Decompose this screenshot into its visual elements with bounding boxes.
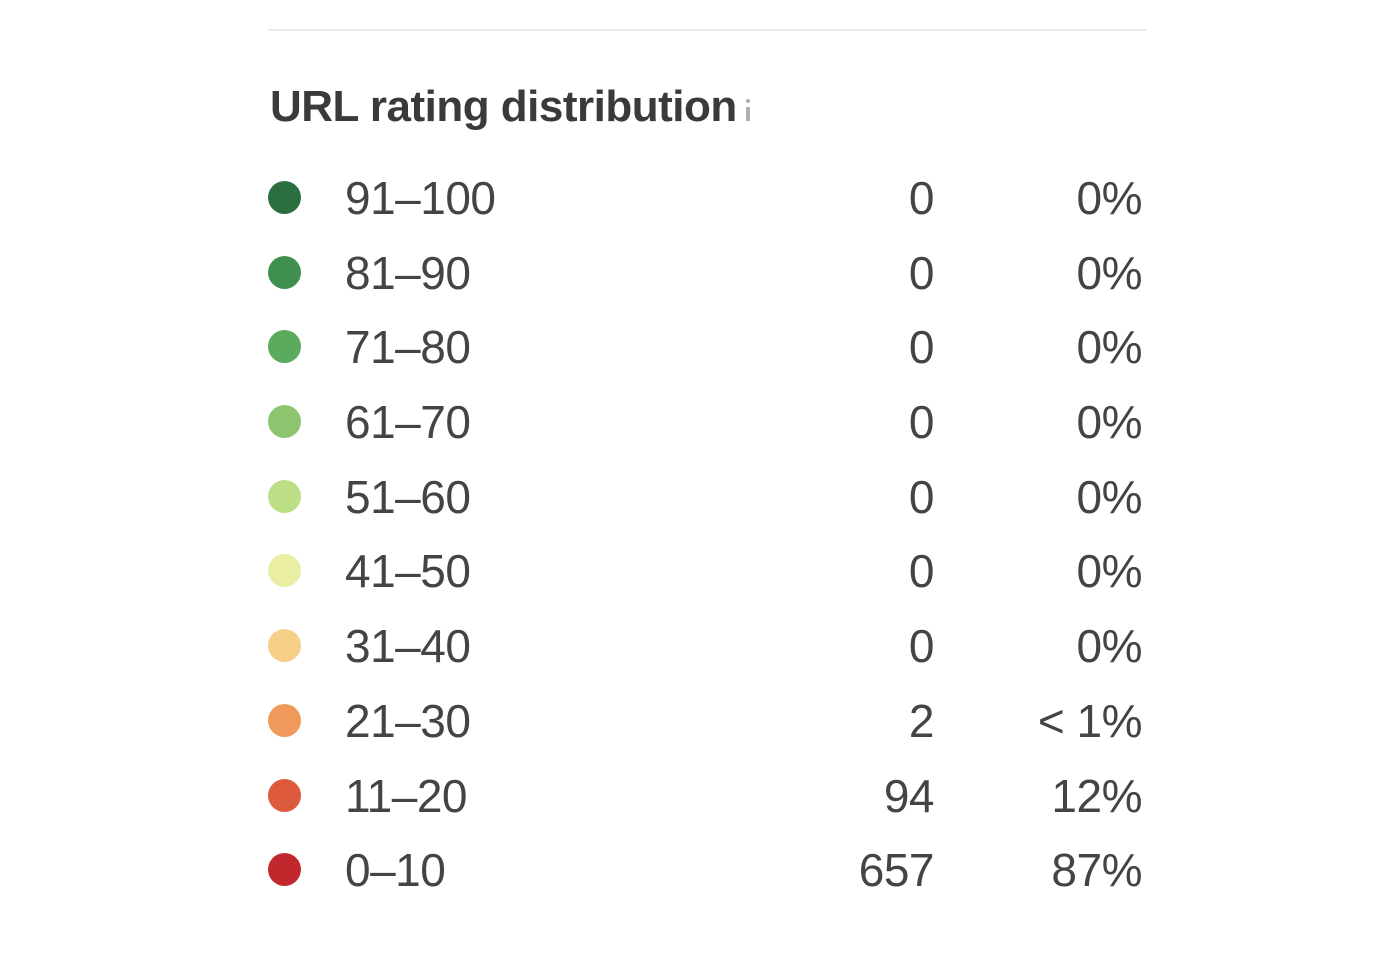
rating-count: 0 — [908, 246, 935, 299]
rating-range: 31–40 — [345, 620, 471, 673]
rating-percent: 0% — [1076, 620, 1143, 673]
rating-row: 91–100 0 0% — [268, 160, 1144, 235]
rating-count: 0 — [908, 470, 935, 523]
rating-count: 0 — [908, 172, 935, 224]
rating-percent: 0% — [1076, 396, 1143, 449]
rating-color-dot — [268, 629, 301, 663]
rating-percent: 0% — [1076, 545, 1143, 598]
rating-count: 0 — [908, 321, 935, 374]
rating-color-dot — [268, 405, 301, 439]
rating-count: 0 — [908, 396, 935, 449]
rating-count: 2 — [908, 694, 935, 747]
rating-color-dot — [268, 479, 301, 513]
rating-range: 91–100 — [345, 172, 496, 224]
rating-count: 0 — [908, 620, 935, 673]
rating-range: 11–20 — [345, 769, 468, 822]
rating-row: 71–80 0 0% — [268, 309, 1144, 384]
rating-percent: 0% — [1076, 172, 1143, 224]
rating-count: 657 — [858, 844, 935, 897]
rating-row: 61–70 0 0% — [268, 384, 1144, 459]
rating-percent: 0% — [1076, 246, 1143, 299]
rating-percent: 0% — [1076, 321, 1143, 374]
rating-row: 21–30 2 < 1% — [268, 683, 1144, 758]
rating-range: 51–60 — [345, 470, 471, 523]
rating-color-dot — [268, 255, 301, 289]
rating-row: 0–10 657 87% — [268, 832, 1144, 907]
rating-percent: < 1% — [1037, 694, 1143, 747]
rating-range: 81–90 — [345, 246, 471, 299]
rating-range: 61–70 — [345, 396, 471, 449]
rating-row: 81–90 0 0% — [268, 235, 1144, 310]
top-divider — [268, 29, 1146, 31]
panel-title: URL rating distribution — [270, 82, 737, 131]
rating-color-dot — [268, 703, 301, 737]
rating-color-dot — [268, 554, 301, 588]
rating-row: 31–40 0 0% — [268, 608, 1144, 683]
rating-range: 71–80 — [345, 321, 471, 374]
rating-color-dot — [268, 181, 301, 214]
rating-range: 41–50 — [345, 545, 471, 598]
rating-color-dot — [268, 330, 301, 364]
rating-range: 21–30 — [345, 694, 471, 747]
rating-percent: 0% — [1076, 470, 1143, 523]
rating-row: 11–20 94 12% — [268, 758, 1144, 833]
rating-color-dot — [268, 778, 301, 812]
rating-percent: 87% — [1051, 844, 1142, 897]
rating-percent: 12% — [1051, 769, 1142, 822]
info-icon[interactable] — [745, 99, 751, 123]
rating-count: 0 — [908, 545, 935, 598]
rating-count: 94 — [883, 769, 935, 822]
rating-row: 41–50 0 0% — [268, 533, 1144, 608]
rating-row: 51–60 0 0% — [268, 459, 1144, 534]
rating-color-dot — [268, 853, 301, 887]
panel-header: URL rating distribution — [270, 80, 751, 134]
rating-distribution-list: 91–100 0 0% 81–90 0 0% 71–80 0 0% 61–70 … — [268, 160, 1144, 907]
rating-range: 0–10 — [345, 844, 446, 897]
